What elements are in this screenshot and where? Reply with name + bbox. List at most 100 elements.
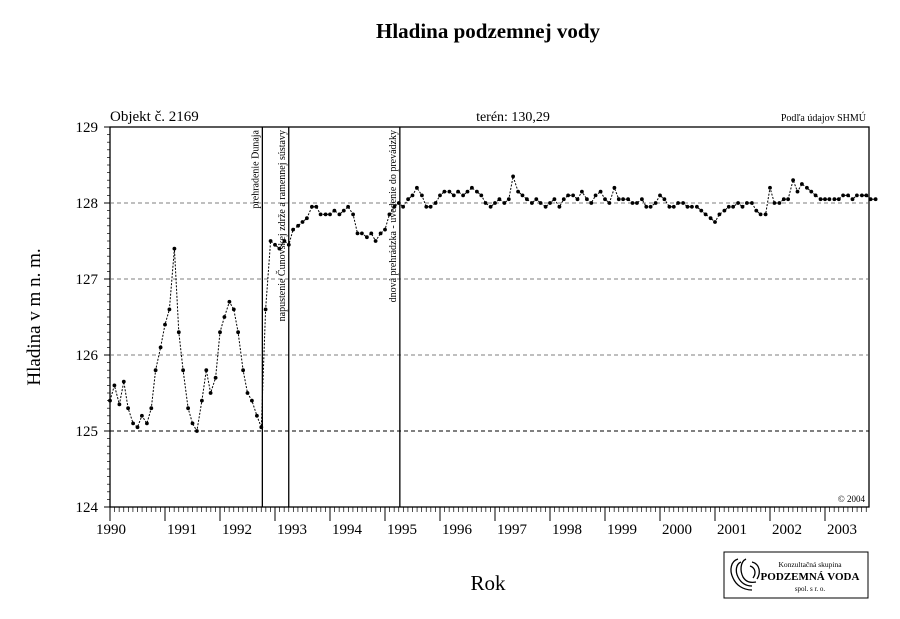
- data-point: [511, 174, 515, 179]
- logo-frame: [723, 551, 869, 599]
- data-point: [589, 201, 594, 205]
- data-point: [296, 223, 300, 228]
- y-tick-label-128: 128: [76, 196, 99, 212]
- data-point: [149, 406, 154, 411]
- data-point: [406, 197, 410, 202]
- data-point: [341, 208, 346, 213]
- data-point: [186, 406, 191, 411]
- data-point: [809, 189, 814, 194]
- data-point: [836, 197, 841, 202]
- data-point: [781, 197, 786, 202]
- data-point: [644, 204, 649, 209]
- data-point: [616, 197, 621, 202]
- data-point: [534, 197, 539, 202]
- data-point: [662, 197, 667, 202]
- data-point: [800, 182, 804, 186]
- data-point: [433, 201, 438, 205]
- logo-line-3: spol. s r. o.: [795, 585, 826, 593]
- data-point: [516, 189, 520, 194]
- data-point: [768, 185, 772, 190]
- data-point: [525, 197, 529, 202]
- terrain-label: terén: 130,29: [476, 110, 550, 125]
- data-point: [470, 185, 474, 190]
- data-point: [745, 201, 749, 205]
- data-point: [758, 212, 763, 217]
- data-point: [263, 307, 268, 312]
- data-point: [868, 197, 873, 202]
- data-point: [218, 330, 222, 335]
- data-point: [626, 197, 630, 202]
- y-axis-ticks: 124 125 126 127 128 129: [76, 120, 110, 516]
- data-point: [410, 193, 415, 198]
- data-point: [360, 231, 364, 236]
- data-point: [671, 204, 676, 209]
- source-label: Podľa údajov SHMÚ: [781, 112, 867, 124]
- data-point: [543, 204, 548, 209]
- data-point: [640, 197, 644, 202]
- data-point: [108, 398, 112, 403]
- data-point: [245, 391, 250, 395]
- data-point: [310, 204, 314, 209]
- data-point: [461, 193, 465, 198]
- data-point: [502, 201, 507, 205]
- data-point: [351, 212, 355, 217]
- x-axis-label: Rok: [470, 571, 506, 595]
- data-point: [493, 201, 497, 205]
- logo-line-1: Konzultačná skupina: [778, 560, 842, 569]
- data-point: [685, 204, 690, 209]
- data-point: [607, 201, 612, 205]
- data-point: [355, 231, 360, 236]
- data-point: [204, 368, 209, 373]
- data-point: [855, 193, 859, 198]
- data-point: [575, 197, 580, 202]
- data-point: [291, 227, 295, 232]
- data-point: [791, 178, 795, 183]
- data-point: [530, 201, 534, 205]
- data-point: [772, 201, 777, 205]
- data-point: [552, 197, 557, 202]
- data-point: [699, 208, 704, 213]
- data-point: [392, 204, 397, 209]
- data-point: [566, 193, 570, 198]
- x-tick-label-1996: 1996: [442, 522, 473, 538]
- data-point: [222, 315, 227, 319]
- data-point: [538, 201, 543, 205]
- data-point: [864, 193, 869, 198]
- logo-emblem-icon: [730, 558, 760, 591]
- data-point: [451, 193, 456, 198]
- data-point: [387, 212, 392, 217]
- data-point: [231, 307, 236, 312]
- data-point: [131, 421, 136, 426]
- x-tick-label-2000: 2000: [662, 522, 692, 538]
- data-point: [695, 204, 699, 209]
- y-axis-label: Hladina v m n. m.: [24, 248, 45, 385]
- x-tick-label-1997: 1997: [497, 522, 528, 538]
- logo-line-2: PODZEMNÁ VODA: [761, 571, 860, 583]
- copyright-label: © 2004: [838, 494, 866, 504]
- data-point: [777, 201, 782, 205]
- data-point: [635, 201, 639, 205]
- data-point: [396, 201, 401, 205]
- data-point: [227, 299, 232, 304]
- data-point: [323, 212, 328, 217]
- data-point: [442, 189, 447, 194]
- data-point: [369, 231, 374, 236]
- data-point: [181, 368, 186, 373]
- data-point: [708, 216, 713, 221]
- data-point: [703, 212, 708, 217]
- data-point: [365, 235, 369, 240]
- event-markers: prehradenie Dunaja napustenie Čunovskej z…: [250, 127, 401, 507]
- data-point: [337, 212, 342, 217]
- data-point: [818, 197, 823, 202]
- data-point: [580, 189, 584, 194]
- data-point: [483, 201, 488, 205]
- data-point: [823, 197, 827, 202]
- data-point: [750, 201, 754, 205]
- data-point: [465, 189, 470, 194]
- data-point: [158, 345, 163, 350]
- data-point: [208, 391, 213, 395]
- data-point: [561, 197, 566, 202]
- x-tick-label-2003: 2003: [827, 522, 857, 538]
- data-point: [873, 197, 878, 202]
